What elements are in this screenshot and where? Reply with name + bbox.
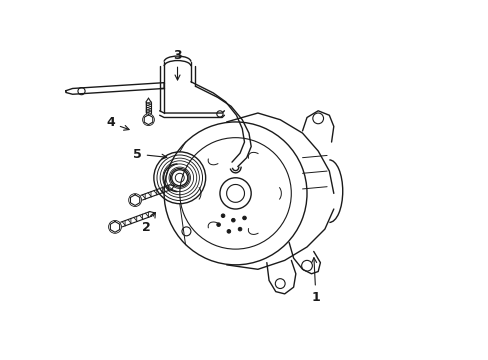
Circle shape (216, 223, 220, 226)
Text: 2: 2 (142, 212, 155, 234)
Circle shape (231, 219, 235, 222)
Text: 1: 1 (311, 258, 320, 303)
Text: 4: 4 (106, 116, 129, 130)
Circle shape (238, 227, 242, 231)
Text: 3: 3 (173, 49, 182, 80)
Circle shape (242, 216, 246, 220)
Text: 5: 5 (133, 148, 166, 161)
Circle shape (226, 230, 230, 233)
Circle shape (221, 214, 224, 217)
